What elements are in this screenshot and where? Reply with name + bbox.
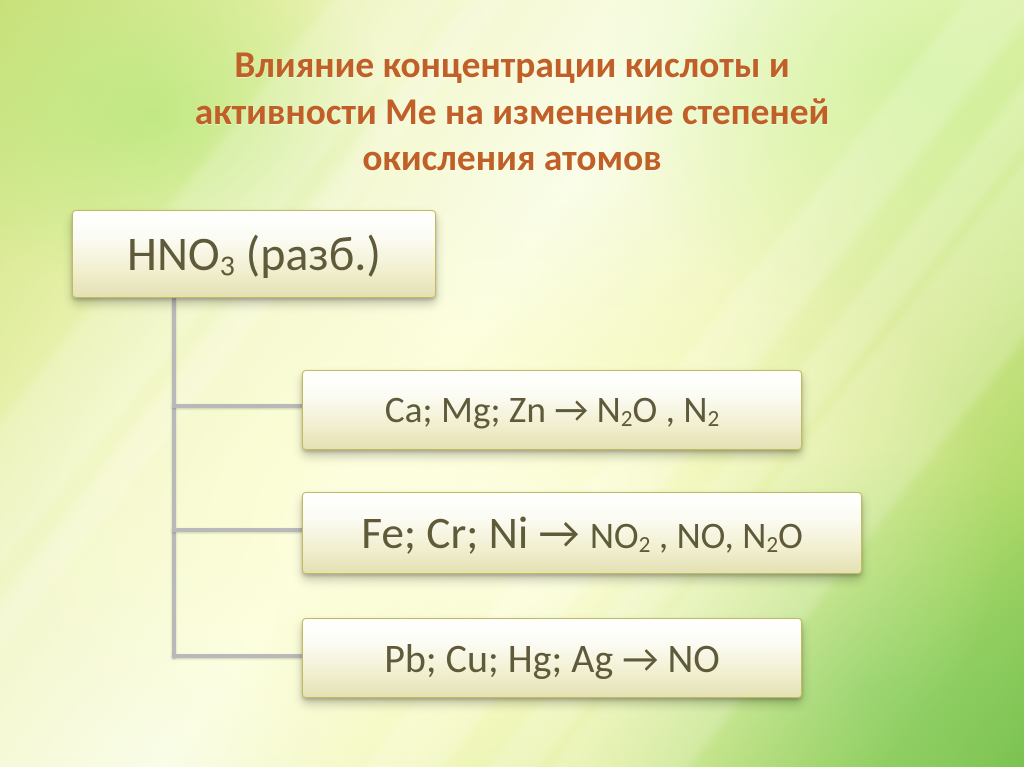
child-node-2: Fe; Cr; Ni → NO2 , NO, N2O: [302, 492, 862, 574]
child-node-1-label: Ca; Mg; Zn → N2O , N2: [367, 387, 737, 433]
title-line-2: активности Ме на изменение степеней: [195, 89, 830, 135]
root-node-label: HNO3 (разб.): [109, 224, 399, 283]
title-line-3: окисления атомов: [362, 135, 661, 181]
title-line-1: Влияние концентрации кислоты и: [234, 42, 789, 88]
root-node: HNO3 (разб.): [72, 210, 436, 298]
tree-branch-2: [172, 528, 302, 532]
child-node-3: Pb; Cu; Hg; Ag → NO: [302, 618, 802, 698]
tree-branch-1: [172, 404, 302, 408]
child-node-3-label: Pb; Cu; Hg; Ag → NO: [366, 634, 738, 683]
slide-title: Влияние концентрации кислоты и активност…: [0, 42, 1024, 182]
tree-branch-3: [172, 654, 302, 658]
slide-stage: Влияние концентрации кислоты и активност…: [0, 0, 1024, 767]
tree-trunk: [172, 298, 176, 658]
child-node-1: Ca; Mg; Zn → N2O , N2: [302, 370, 802, 450]
child-node-2-label: Fe; Cr; Ni → NO2 , NO, N2O: [343, 506, 821, 561]
